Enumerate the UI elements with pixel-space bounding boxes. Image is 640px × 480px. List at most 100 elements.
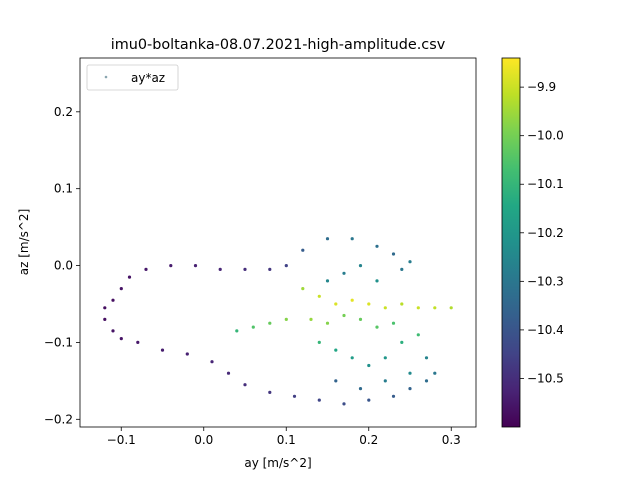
scatter-point (169, 264, 173, 268)
scatter-point (358, 317, 363, 321)
scatter-point (235, 329, 239, 333)
scatter-point (342, 271, 346, 275)
scatter-point (358, 264, 363, 268)
scatter-point (309, 317, 313, 321)
scatter-point (144, 267, 148, 271)
scatter-point (433, 306, 437, 310)
x-tick-label: 0.2 (359, 433, 378, 447)
scatter-point (226, 371, 231, 375)
scatter-point (400, 302, 404, 306)
y-tick-label: 0.1 (54, 182, 73, 196)
scatter-point (334, 302, 338, 306)
legend-marker-icon (104, 75, 108, 79)
scatter-point (383, 306, 387, 310)
scatter-point (119, 337, 123, 341)
x-axis: −0.1 0.0 0.1 0.2 0.3 (107, 427, 461, 447)
colorbar-tick-label: −10.5 (527, 371, 564, 385)
scatter-point (301, 287, 305, 291)
plot-frame (79, 57, 477, 428)
scatter-point (243, 267, 247, 271)
colorbar-gradient (501, 57, 521, 428)
scatter-point (408, 371, 412, 375)
scatter-point (185, 352, 189, 356)
scatter-point (103, 306, 107, 310)
colorbar-tick-label: −9.9 (527, 80, 556, 94)
scatter-point (375, 325, 379, 329)
scatter-point (210, 360, 214, 364)
scatter-point (160, 348, 165, 352)
legend: ay*az (86, 64, 179, 91)
scatter-point (350, 298, 354, 302)
scatter-point (342, 313, 346, 318)
colorbar-tick-label: −10.1 (527, 177, 564, 191)
scatter-point (136, 340, 140, 344)
colorbar-tick-label: −10.0 (527, 129, 564, 143)
scatter-point (416, 306, 420, 310)
y-tick-label: −0.2 (44, 412, 73, 426)
x-tick-label: 0.1 (277, 433, 296, 447)
scatter-point (251, 325, 255, 329)
scatter-point (301, 248, 305, 252)
scatter-point (358, 387, 363, 391)
legend-entry-label: ay*az (131, 71, 165, 85)
legend-box (86, 64, 179, 91)
scatter-point (367, 363, 371, 368)
scatter-point (243, 383, 247, 387)
y-tick-label: 0.0 (54, 259, 73, 273)
scatter-point (268, 267, 272, 271)
scatter-point (334, 348, 338, 352)
x-tick-label: −0.1 (107, 433, 136, 447)
scatter-point (391, 321, 396, 325)
scatter-point (367, 302, 371, 306)
scatter-point (292, 394, 297, 398)
colorbar-tick-label: −10.4 (527, 323, 564, 337)
scatter-point (268, 390, 272, 394)
scatter-point (375, 244, 379, 248)
scatter-point (424, 379, 429, 383)
scatter-point (325, 279, 330, 283)
scatter-point (408, 387, 412, 391)
scatter-point (284, 317, 288, 321)
x-tick-label: 0.3 (442, 433, 461, 447)
y-axis: −0.2 −0.1 0.0 0.1 0.2 (44, 105, 80, 426)
scatter-layer (103, 237, 453, 406)
chart-title: imu0-boltanka-08.07.2021-high-amplitude.… (111, 37, 446, 53)
scatter-point (218, 267, 222, 271)
scatter-point (268, 321, 272, 325)
colorbar: −9.9 −10.0 −10.1 −10.2 −10.3 −10.4 −10.5 (501, 57, 564, 428)
scatter-point (317, 294, 321, 298)
scatter-point (350, 356, 354, 360)
x-axis-label: ay [m/s^2] (244, 456, 311, 470)
scatter-point (391, 394, 396, 398)
scatter-point (325, 237, 330, 241)
scatter-point (119, 287, 123, 291)
scatter-point (317, 340, 321, 344)
colorbar-tick-label: −10.3 (527, 274, 564, 288)
scatter-point (127, 275, 132, 279)
scatter-point (375, 279, 379, 283)
scatter-point (325, 321, 330, 325)
scatter-point (111, 329, 115, 333)
scatter-point (193, 264, 198, 268)
scatter-point (334, 379, 338, 383)
scatter-point (350, 237, 354, 241)
scatter-point (433, 371, 437, 375)
scatter-point (284, 264, 288, 268)
scatter-point (400, 340, 404, 344)
scatter-point (383, 356, 387, 360)
y-axis-label: az [m/s^2] (17, 209, 31, 276)
scatter-point (416, 333, 420, 337)
scatter-point (103, 317, 107, 321)
x-tick-label: 0.0 (194, 433, 213, 447)
y-tick-label: 0.2 (54, 105, 73, 119)
scatter-point (400, 267, 404, 271)
scatter-point (424, 356, 429, 360)
scatter-point (449, 306, 453, 310)
colorbar-ticks: −9.9 −10.0 −10.1 −10.2 −10.3 −10.4 −10.5 (520, 80, 564, 385)
scatter-point (391, 252, 396, 256)
legend-marker-dot (104, 75, 108, 79)
scatter-point (342, 402, 346, 406)
scatter-point (317, 398, 321, 402)
scatter-point (408, 260, 412, 264)
